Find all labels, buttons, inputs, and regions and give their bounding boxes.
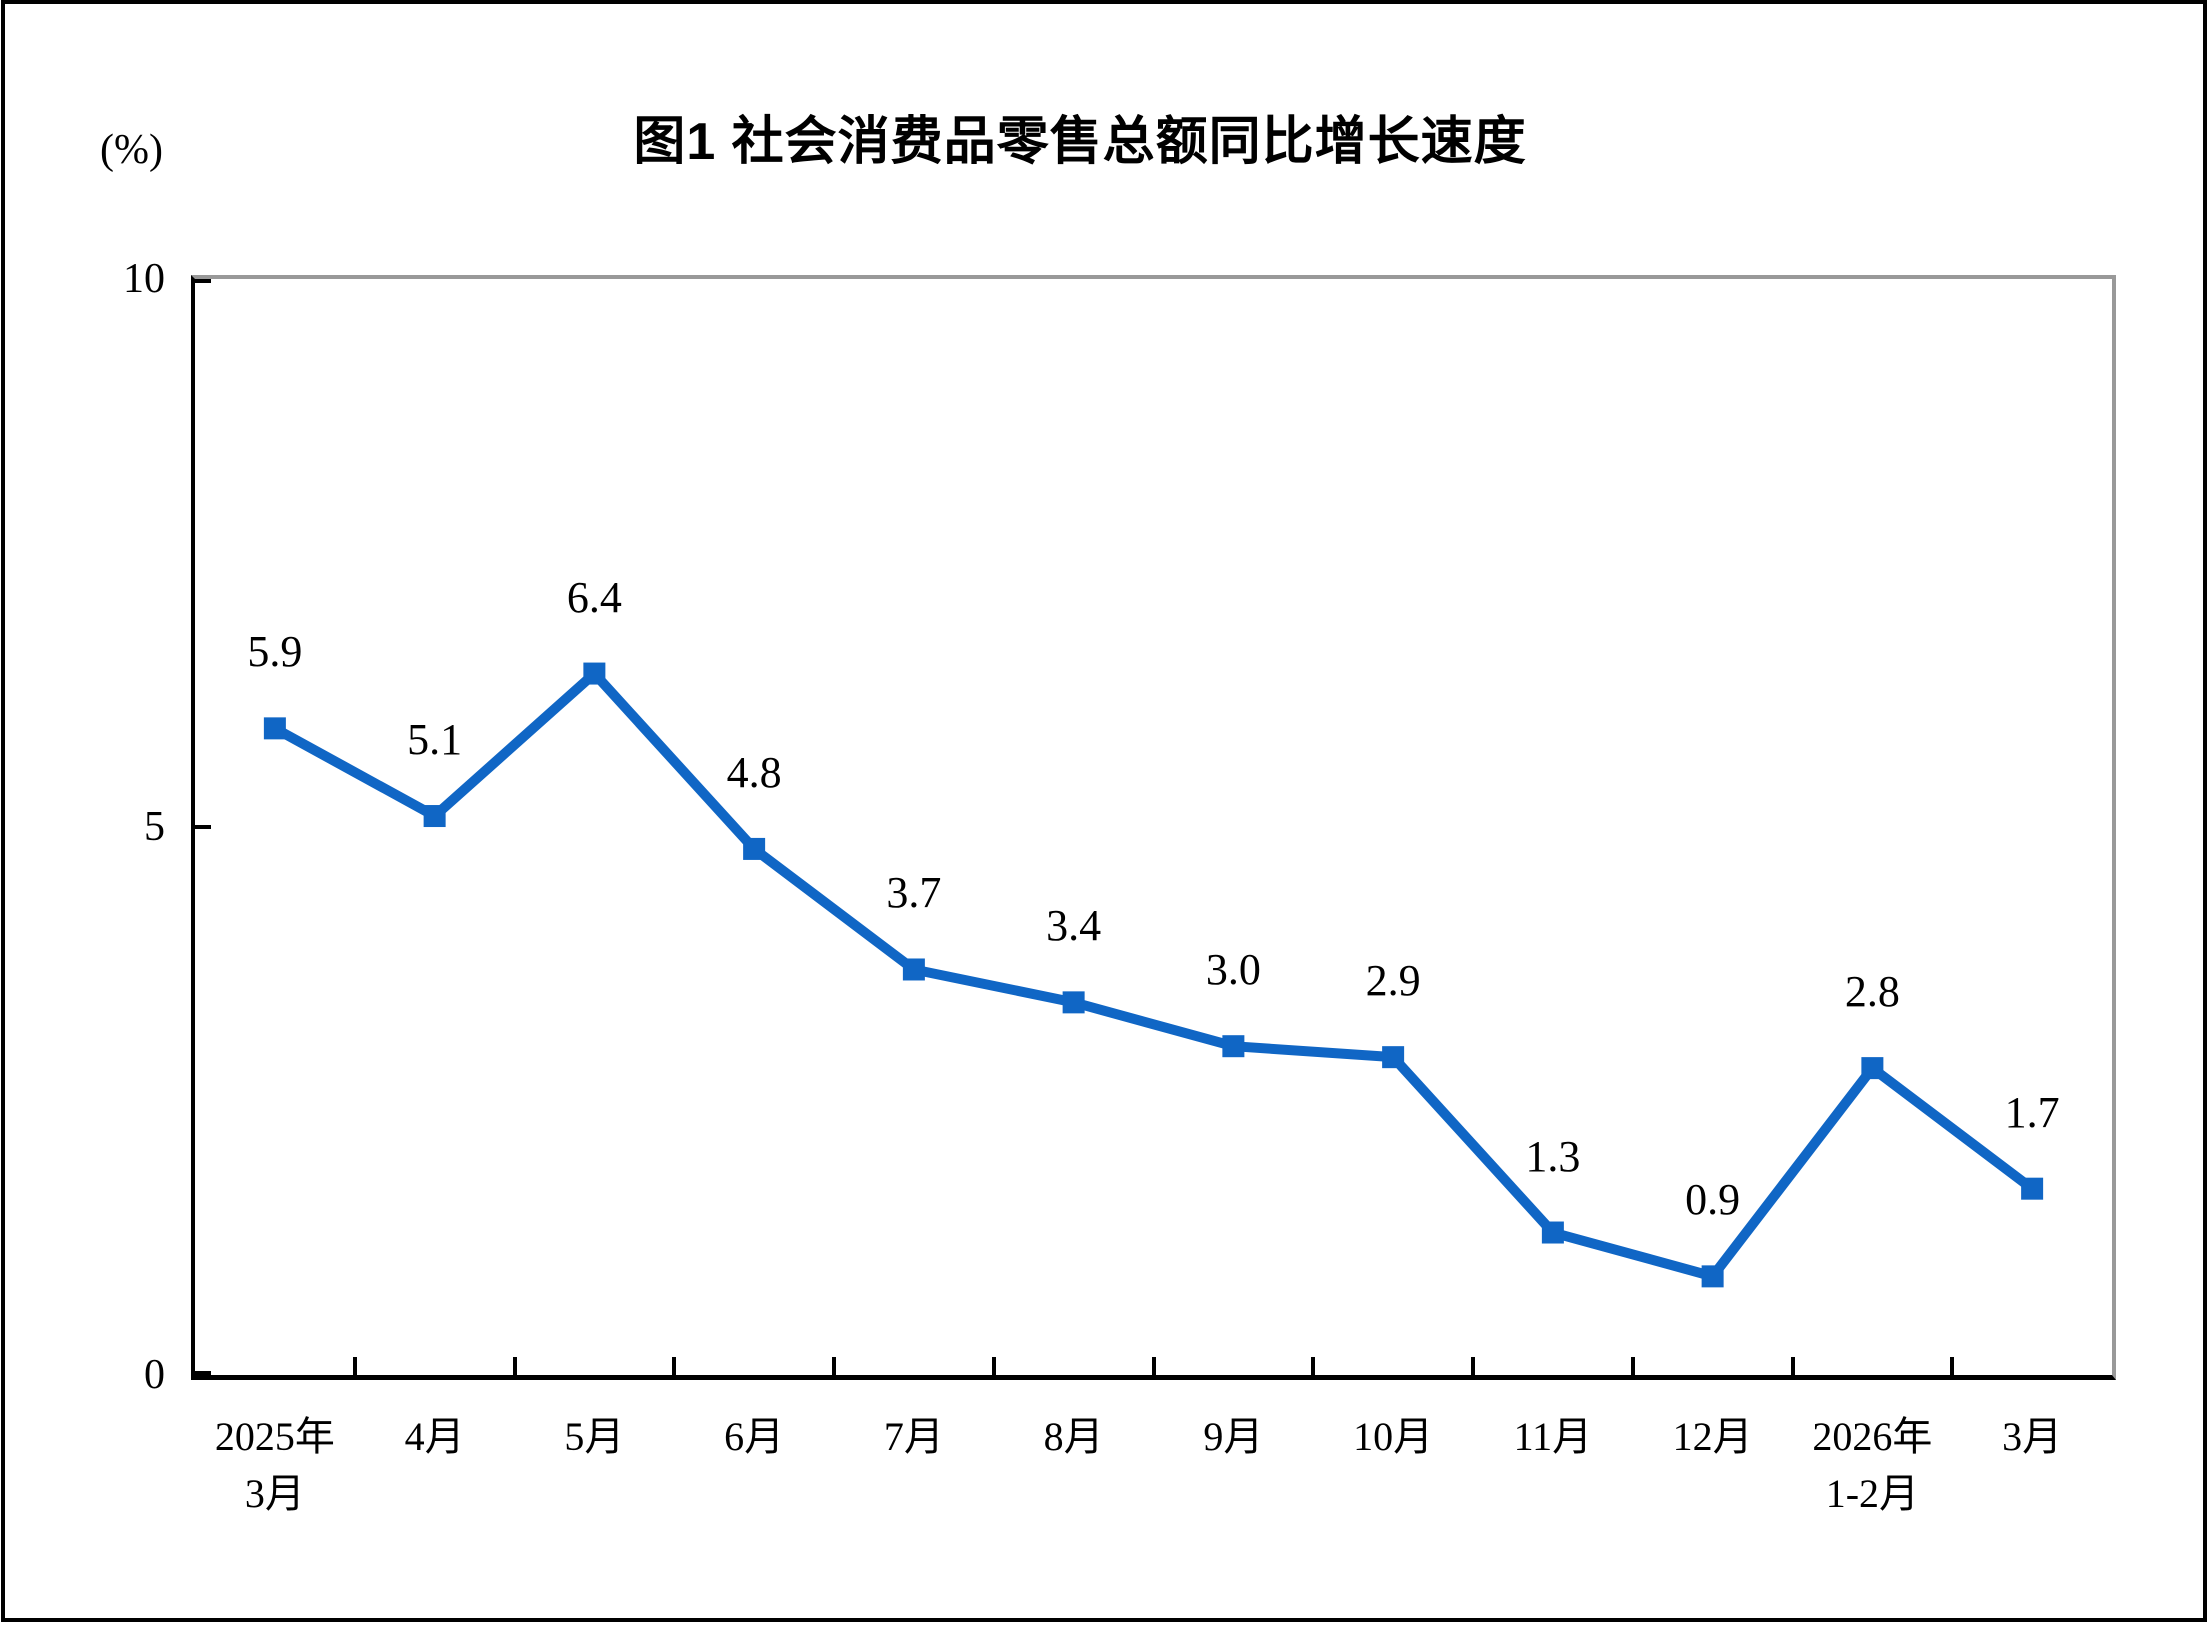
data-point-marker <box>583 662 606 685</box>
x-axis-label: 4月 <box>404 1414 465 1459</box>
data-label: 1.7 <box>2004 1087 2060 1137</box>
x-axis-label: 2026年 1-2月 <box>1812 1414 1933 1516</box>
data-point-marker <box>1222 1035 1245 1058</box>
x-axis-label: 6月 <box>724 1414 785 1459</box>
y-axis-tick-label: 5 <box>144 804 165 850</box>
data-label: 4.8 <box>726 747 782 797</box>
data-label: 3.4 <box>1046 901 1102 951</box>
data-point-marker <box>2021 1177 2044 1200</box>
data-point-marker <box>1062 991 1085 1014</box>
x-axis-label: 10月 <box>1353 1414 1434 1459</box>
data-point-marker <box>902 958 925 981</box>
x-axis-tick <box>1790 1357 1795 1375</box>
series-line <box>272 666 2036 1283</box>
plot-area: 5.9 5.1 6.4 4.8 3.7 3.4 3.0 2.9 1.3 0.9 2.8 1.7 <box>191 275 2116 1380</box>
data-label: 1.3 <box>1525 1131 1581 1181</box>
x-axis-tick <box>1950 1357 1955 1375</box>
data-label: 6.4 <box>566 572 622 622</box>
data-label: 3.7 <box>886 868 942 918</box>
data-label: 5.9 <box>247 627 303 677</box>
data-point-marker <box>1541 1221 1564 1244</box>
y-axis-unit-label: (%) <box>100 127 163 173</box>
data-label: 2.8 <box>1844 967 1900 1017</box>
x-axis-label: 7月 <box>883 1414 944 1459</box>
x-axis-tick <box>352 1357 357 1375</box>
y-axis-tick-label: 0 <box>144 1352 165 1398</box>
x-axis-tick <box>1630 1357 1635 1375</box>
data-point-marker <box>743 837 766 860</box>
y-axis-tick <box>195 825 211 829</box>
data-point-marker <box>1382 1046 1405 1069</box>
x-axis-tick <box>1471 1357 1475 1375</box>
chart-title: 图1 社会消费品零售总额同比增长速度 <box>633 113 1527 171</box>
data-label: 2.9 <box>1365 956 1421 1006</box>
x-axis-label: 5月 <box>564 1414 625 1459</box>
x-axis-tick <box>832 1357 836 1375</box>
x-axis-label: 11月 <box>1513 1414 1593 1459</box>
x-axis-tick <box>1151 1357 1156 1375</box>
y-axis-tick-label: 10 <box>123 256 165 302</box>
data-point-marker <box>423 805 446 828</box>
x-axis-label: 3月 <box>2002 1414 2063 1459</box>
data-point-marker <box>1861 1057 1884 1080</box>
x-axis-tick <box>1311 1357 1316 1375</box>
x-axis-label: 8月 <box>1043 1414 1104 1459</box>
y-axis-tick <box>195 1371 211 1375</box>
data-point-marker <box>1701 1265 1724 1288</box>
data-point-marker <box>263 717 286 740</box>
x-axis-label: 2025年 3月 <box>214 1414 335 1516</box>
data-label: 0.9 <box>1685 1175 1741 1225</box>
x-axis-tick <box>672 1357 677 1375</box>
x-axis-tick <box>991 1357 996 1375</box>
data-label: 5.1 <box>407 715 463 765</box>
line-series <box>263 662 2044 1288</box>
y-axis-tick <box>195 279 211 283</box>
x-axis-label: 9月 <box>1203 1414 1264 1459</box>
x-axis-label: 12月 <box>1672 1414 1753 1459</box>
x-axis-tick <box>512 1357 517 1375</box>
data-label: 3.0 <box>1205 945 1261 995</box>
